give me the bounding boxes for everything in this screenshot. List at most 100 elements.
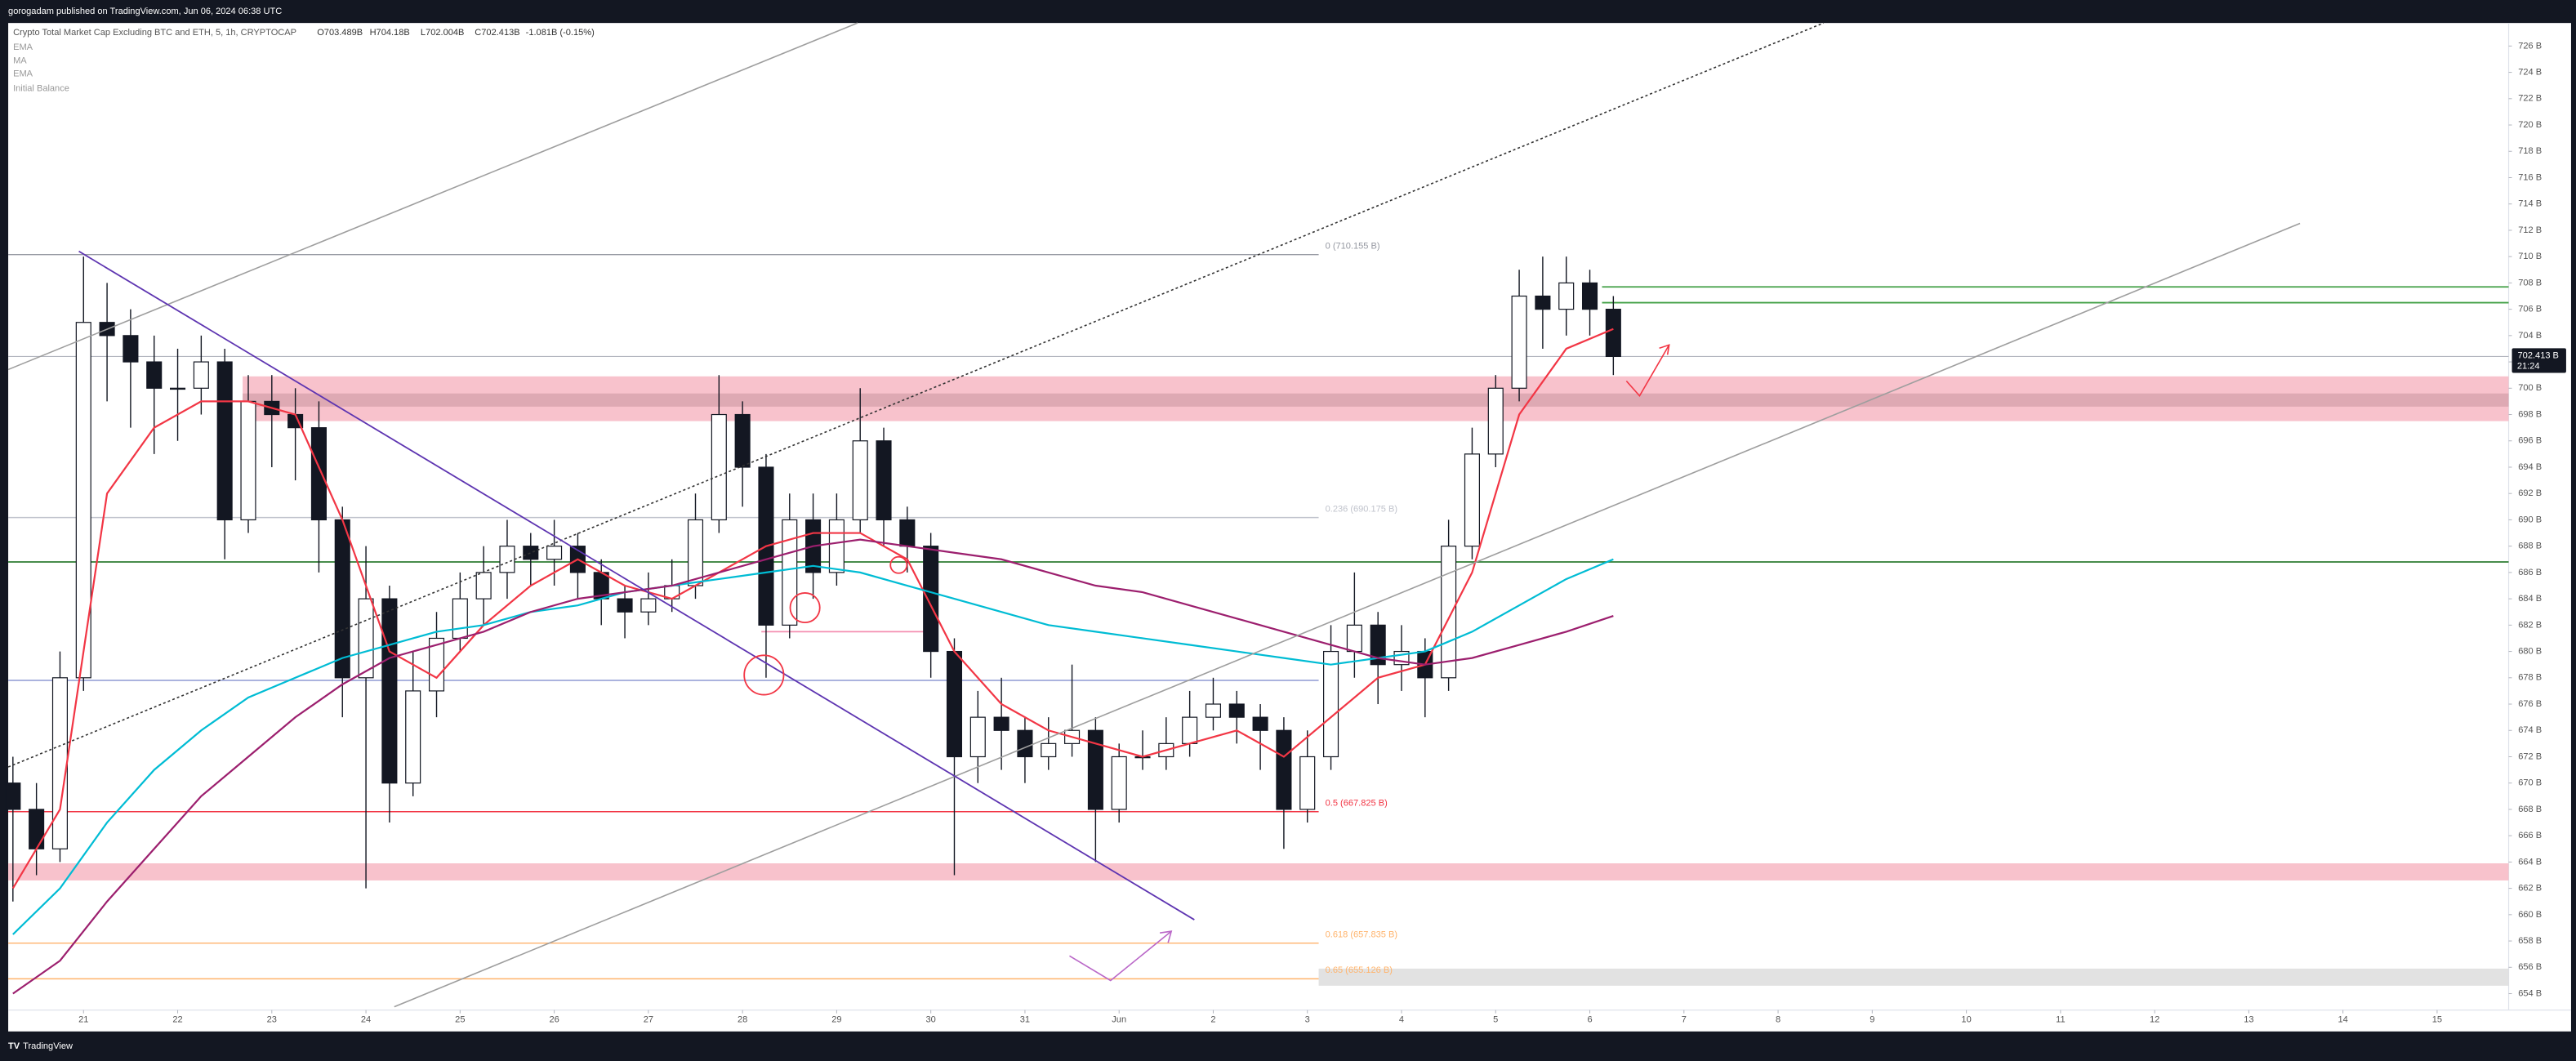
x-tick-label: 9 [1870,1015,1874,1025]
x-tick-label: 2 [1210,1015,1215,1025]
legend-entry[interactable]: Initial Balance [13,84,69,94]
legend-entry[interactable]: EMA [13,42,33,52]
candle-body [946,650,963,758]
x-tick-label: 24 [361,1015,371,1025]
x-tick-label: 21 [78,1015,88,1025]
ma-line [12,558,1614,935]
ohlc-high: H704.18B [370,28,410,38]
candle-body [876,440,892,521]
candle-body [475,572,492,600]
candle-body [1346,624,1362,653]
y-tick-label: 724 B [2518,68,2542,78]
x-tick-label: 5 [1493,1015,1498,1025]
x-tick-label: 23 [267,1015,277,1025]
y-tick-label: 680 B [2518,646,2542,656]
x-tick-label: 3 [1305,1015,1310,1025]
price-tag [2511,348,2566,373]
y-tick-label: 692 B [2518,488,2542,498]
candle-body [405,690,421,784]
x-tick-label: 13 [2244,1015,2253,1025]
y-tick-label: 690 B [2518,515,2542,524]
y-tick-label: 670 B [2518,778,2542,788]
drawings [7,22,2301,1008]
legend-entry[interactable]: EMA [13,69,33,78]
ohlc-close: C702.413B [475,28,519,38]
y-tick-label: 676 B [2518,699,2542,709]
candle-body [923,546,939,653]
candle-body [1535,295,1551,310]
candle-body [993,716,1009,731]
y-tick-label: 710 B [2518,252,2542,261]
chart-title: Crypto Total Market Cap Excluding BTC an… [13,28,296,38]
candle-body [1041,742,1057,758]
candle-body [1276,729,1292,810]
candle-body [170,387,186,390]
candle-body [428,637,445,692]
y-tick-label: 708 B [2518,278,2542,288]
candle-body [1558,282,1575,310]
candle-body [1087,729,1103,810]
candle-body [1182,716,1198,744]
y-tick-label: 726 B [2518,41,2542,51]
plot: 0 (710.155 B) 0.236 (690.175 B) 0.5 (667.8… [5,242,2509,995]
ma-line [11,328,1614,889]
candle-body [29,809,45,849]
candle-body [1464,453,1480,547]
trend-line [394,222,2301,1008]
candle-body [1017,729,1033,758]
zone [8,863,2509,880]
y-tick-label: 654 B [2518,988,2542,998]
fib-label: 0.236 (690.175 B) [1326,504,1397,514]
x-tick-label: 8 [1776,1015,1780,1025]
y-tick-label: 664 B [2518,857,2542,867]
x-tick-label: 28 [738,1015,747,1025]
candle-body [1441,546,1457,679]
candle-body [1228,703,1245,718]
annotation-circle [743,654,785,696]
candle-body [193,361,209,389]
candle-body [687,519,704,586]
candle-body [1111,756,1127,810]
x-tick-label: 26 [549,1015,559,1025]
y-tick-label: 706 B [2518,305,2542,314]
candle-body [334,519,350,679]
ma-line [12,538,1614,995]
trend-line [7,22,1825,768]
legend-entry[interactable]: MA [13,56,27,65]
candle-body [523,546,539,560]
candle-body [852,440,868,521]
y-tick-label: 656 B [2518,962,2542,972]
candle-body [1205,703,1222,718]
y-tick-label: 682 B [2518,620,2542,630]
fib-label: 0.5 (667.825 B) [1326,799,1388,809]
x-tick-label: 4 [1399,1015,1404,1025]
candle-body [240,400,256,521]
price-tag-countdown: 21:24 [2517,361,2540,371]
price-tag-label: 702.413 B [2518,350,2559,360]
arrow-head [1159,930,1173,943]
trend-line [7,22,858,371]
candle-body [452,598,468,640]
candle-body [216,361,233,521]
x-tick-label: 31 [1020,1015,1030,1025]
x-tick-label: 27 [644,1015,653,1025]
publish-header: gorogadam published on TradingView.com, … [8,7,282,16]
ohlc-low: L702.004B [421,28,464,38]
y-tick-label: 700 B [2518,383,2542,393]
candle-body [5,782,21,810]
candle-body [640,598,657,613]
candle-body [546,546,563,560]
x-tick-label: 6 [1587,1015,1592,1025]
y-tick-label: 674 B [2518,725,2542,735]
x-tick-label: 22 [172,1015,182,1025]
x-tick-label: 7 [1682,1015,1687,1025]
y-tick-label: 696 B [2518,436,2542,446]
x-tick-label: 30 [926,1015,936,1025]
y-tick-label: 678 B [2518,673,2542,683]
brand: TradingView [23,1041,73,1051]
candle-body [123,335,139,363]
y-tick-label: 716 B [2518,172,2542,182]
y-tick-label: 714 B [2518,199,2542,209]
candle-body [734,413,751,468]
